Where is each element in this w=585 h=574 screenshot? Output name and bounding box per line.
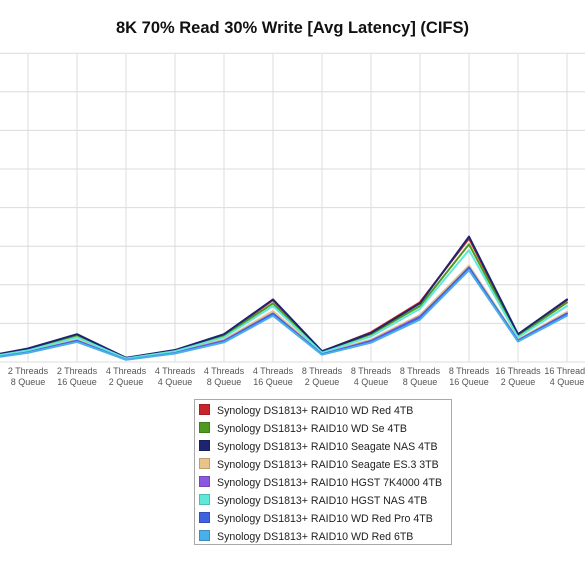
chart-title: 8K 70% Read 30% Write [Avg Latency] (CIF… bbox=[115, 19, 469, 37]
legend-swatch bbox=[199, 422, 210, 433]
legend-swatch bbox=[199, 476, 210, 487]
legend-item: Synology DS1813+ RAID10 WD Red 6TB bbox=[199, 528, 413, 546]
series-line-2 bbox=[0, 235, 568, 359]
x-tick-label: 8 Threads 16 Queue bbox=[449, 366, 490, 387]
legend-label: Synology DS1813+ RAID10 WD Red Pro 4TB bbox=[217, 513, 433, 525]
legend-swatch bbox=[199, 494, 210, 505]
legend-label: Synology DS1813+ RAID10 HGST NAS 4TB bbox=[217, 495, 428, 507]
legend-label: Synology DS1813+ RAID10 Seagate ES.3 3TB bbox=[217, 459, 439, 471]
legend-label: Synology DS1813+ RAID10 HGST 7K4000 4TB bbox=[217, 477, 443, 489]
legend-item: Synology DS1813+ RAID10 HGST 7K4000 4TB bbox=[199, 474, 442, 492]
x-tick-label: 8 Threads 2 Queue bbox=[302, 366, 343, 387]
legend-swatch bbox=[199, 404, 210, 415]
legend-label: Synology DS1813+ RAID10 WD Red 4TB bbox=[217, 405, 414, 417]
legend-swatch bbox=[199, 440, 210, 451]
legend-item: Synology DS1813+ RAID10 HGST NAS 4TB bbox=[199, 492, 427, 510]
legend-swatch bbox=[199, 458, 210, 469]
x-tick-label: 4 Threads 4 Queue bbox=[155, 366, 196, 387]
x-tick-label: 4 Threads 8 Queue bbox=[204, 366, 245, 387]
chart-legend: Synology DS1813+ RAID10 WD Red 4TB Synolo… bbox=[194, 399, 452, 545]
legend-item: Synology DS1813+ RAID10 Seagate NAS 4TB bbox=[199, 438, 438, 456]
x-tick-label: 4 Threads 16 Queue bbox=[253, 366, 294, 387]
legend-swatch bbox=[199, 512, 210, 523]
legend-label: Synology DS1813+ RAID10 WD Se 4TB bbox=[217, 423, 407, 435]
series-line-6 bbox=[0, 266, 568, 361]
legend-item: Synology DS1813+ RAID10 WD Se 4TB bbox=[199, 420, 407, 438]
x-tick-label: 8 Threads 8 Queue bbox=[400, 366, 441, 387]
legend-swatch bbox=[199, 530, 210, 541]
x-tick-label: 16 Threads 2 Queue bbox=[495, 366, 541, 387]
x-tick-label: 2 Threads 16 Queue bbox=[57, 366, 98, 387]
legend-label: Synology DS1813+ RAID10 WD Red 6TB bbox=[217, 531, 414, 543]
chart-grid bbox=[0, 52, 585, 363]
series-line-7 bbox=[0, 269, 568, 361]
chart-series bbox=[0, 235, 568, 361]
x-tick-label: 4 Threads 2 Queue bbox=[106, 366, 147, 387]
series-line-3 bbox=[0, 264, 568, 360]
x-tick-label: 8 Threads 4 Queue bbox=[351, 366, 392, 387]
series-line-5 bbox=[0, 249, 568, 360]
x-tick-label: 2 Threads 8 Queue bbox=[8, 366, 49, 387]
legend-item: Synology DS1813+ RAID10 WD Red 4TB bbox=[199, 402, 413, 420]
legend-item: Synology DS1813+ RAID10 Seagate ES.3 3TB bbox=[199, 456, 439, 474]
legend-label: Synology DS1813+ RAID10 Seagate NAS 4TB bbox=[217, 441, 438, 453]
series-line-1 bbox=[0, 243, 568, 360]
legend-item: Synology DS1813+ RAID10 WD Red Pro 4TB bbox=[199, 510, 433, 528]
